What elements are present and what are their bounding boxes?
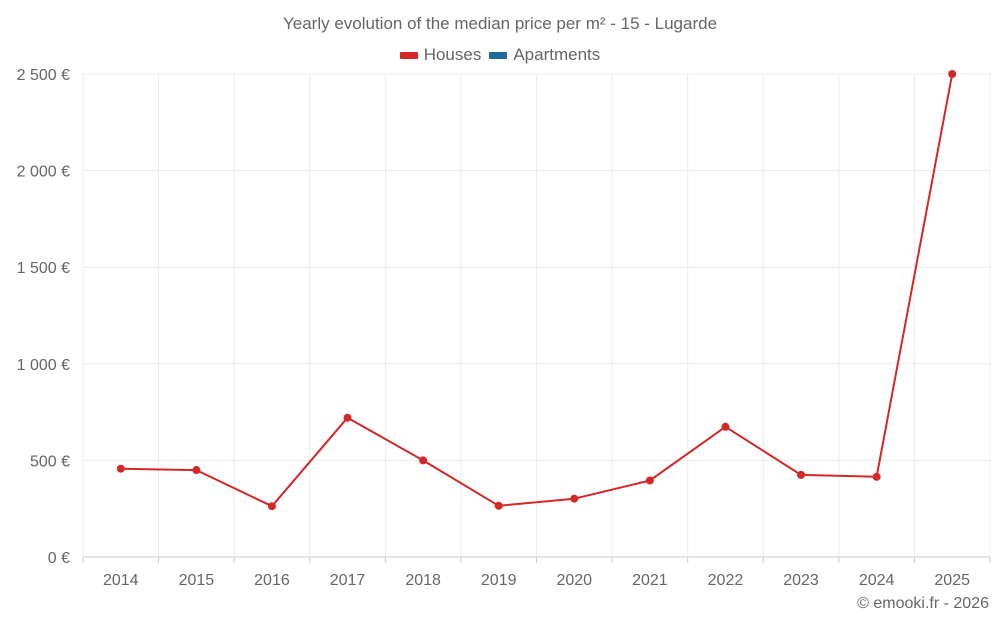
data-point-houses (570, 494, 579, 503)
x-tick-label: 2025 (934, 572, 970, 589)
y-tick-label: 2 000 € (17, 164, 70, 181)
y-tick-label: 500 € (30, 453, 70, 470)
legend-swatch-apartments (489, 51, 508, 59)
data-point-houses (872, 472, 881, 481)
x-tick-label: 2018 (405, 572, 441, 589)
x-tick-label: 2023 (783, 572, 819, 589)
data-point-houses (797, 470, 806, 479)
legend-item-apartments[interactable]: Apartments (489, 45, 600, 65)
legend-item-houses[interactable]: Houses (399, 45, 482, 65)
x-tick-label: 2020 (556, 572, 592, 589)
x-tick-label: 2019 (481, 572, 517, 589)
credit-text: © emooki.fr - 2026 (857, 595, 989, 612)
axis-layer: 0 € 500 € 1 000 € 1 500 € 2 000 € 2 500 € 2014… (17, 67, 991, 589)
chart-title: Yearly evolution of the median price per… (282, 14, 718, 33)
x-tick-label: 2015 (179, 572, 215, 589)
x-tick-label: 2022 (708, 572, 744, 589)
y-tick-label: 0 € (48, 550, 70, 567)
data-point-houses (343, 413, 352, 422)
grid-layer (82, 73, 991, 558)
x-tick-label: 2017 (330, 572, 366, 589)
x-tick-label: 2021 (632, 572, 668, 589)
x-tick-label: 2016 (254, 572, 290, 589)
data-point-houses (267, 502, 276, 511)
data-point-houses (645, 476, 654, 485)
legend-swatch-houses (399, 51, 418, 59)
data-point-houses (948, 70, 957, 78)
x-tick-label: 2024 (859, 572, 895, 589)
series-layer (116, 70, 957, 511)
legend: Houses Apartments (0, 45, 1000, 65)
data-point-houses (116, 464, 125, 473)
y-tick-label: 1 000 € (17, 357, 70, 374)
y-tick-label: 1 500 € (17, 260, 70, 277)
data-point-houses (192, 466, 201, 475)
data-point-houses (721, 422, 730, 431)
series-line-houses (120, 73, 954, 508)
legend-label-apartments: Apartments (513, 45, 601, 64)
y-tick-label: 2 500 € (17, 67, 70, 84)
legend-label-houses: Houses (423, 45, 482, 64)
data-point-houses (419, 456, 428, 465)
data-point-houses (494, 501, 503, 510)
x-tick-label: 2014 (103, 572, 139, 589)
